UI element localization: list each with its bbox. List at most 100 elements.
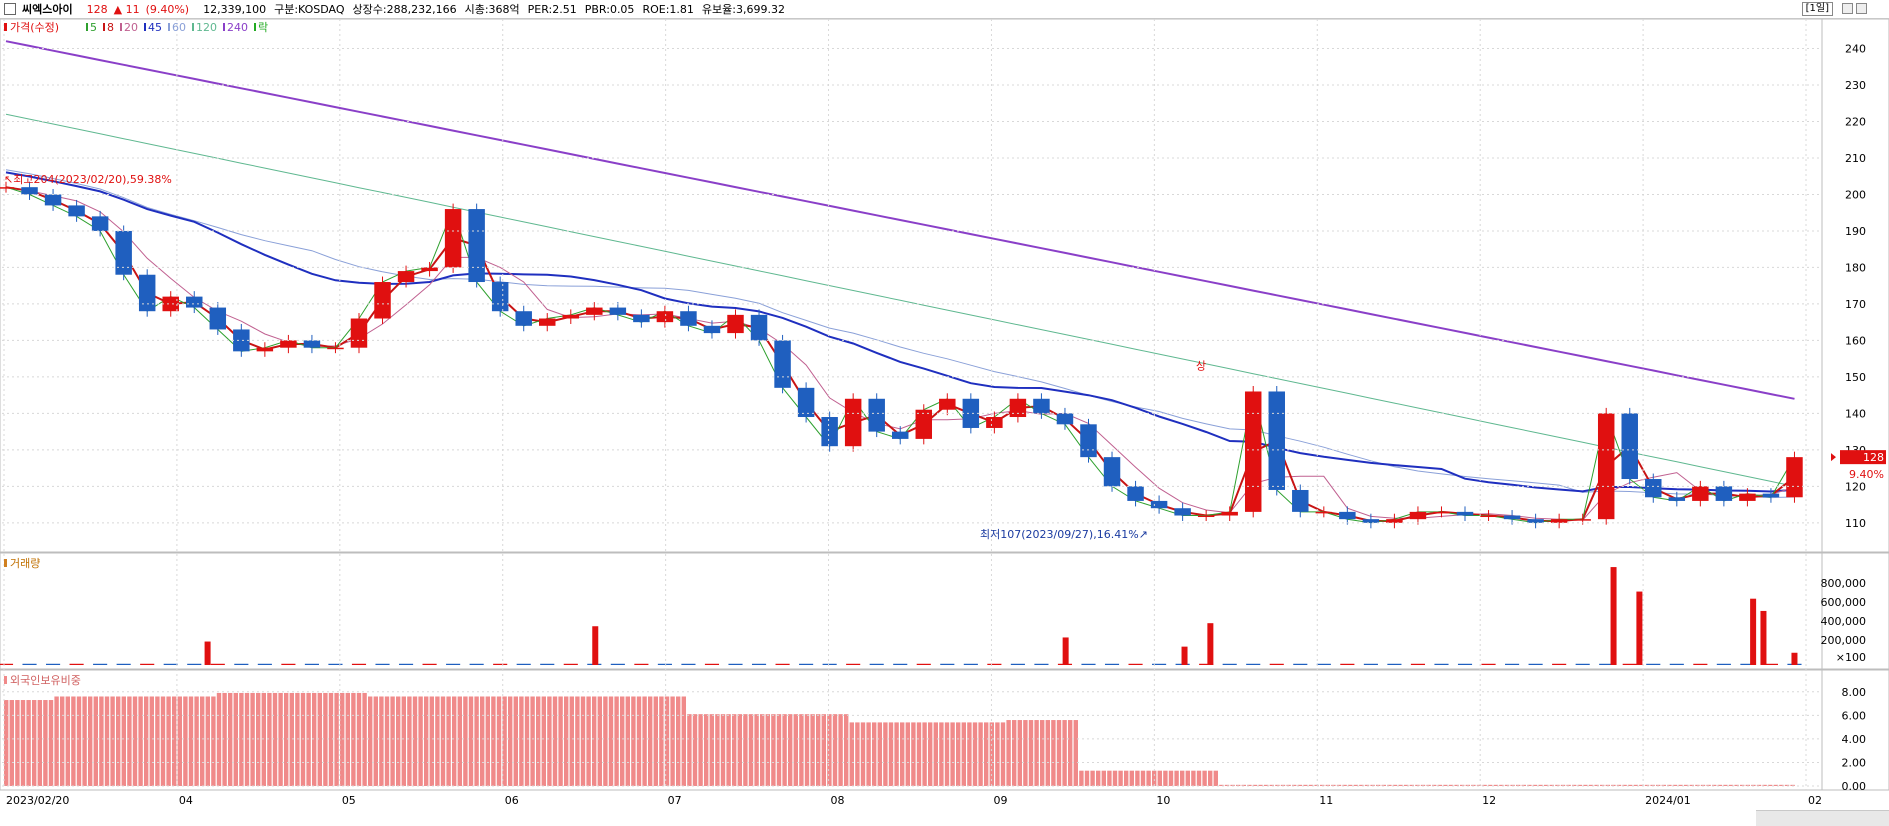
volume-spike-bar: [1791, 652, 1798, 665]
foreign-ratio-bar: [440, 696, 446, 786]
foreign-ratio-bar: [463, 696, 468, 786]
foreign-ratio-bar: [278, 692, 283, 786]
foreign-ratio-bar: [250, 692, 255, 786]
foreign-legend-label: 외국인보유비중: [10, 674, 81, 687]
foreign-ratio-bar: [928, 722, 933, 786]
candle-body: [1292, 489, 1309, 512]
foreign-ratio-bar: [564, 696, 569, 786]
foreign-tick-label: 0.00: [1842, 780, 1867, 793]
foreign-ratio-bar: [1180, 770, 1185, 786]
foreign-ratio-bar: [1516, 784, 1521, 786]
candle-body: [1574, 519, 1591, 521]
foreign-panel-axis: [1821, 669, 1889, 791]
foreign-ratio-bar: [155, 696, 160, 786]
foreign-ratio-bar: [1168, 770, 1174, 786]
foreign-ratio-bar: [1174, 770, 1179, 786]
foreign-ratio-bar: [603, 696, 608, 786]
foreign-ratio-bar: [334, 692, 339, 786]
candle-body: [0, 187, 15, 189]
foreign-ratio-bar: [1370, 784, 1375, 786]
last-price-badge: [1840, 450, 1886, 465]
candle-body: [1715, 486, 1733, 501]
foreign-ratio-bar: [709, 714, 714, 786]
maximize-icon[interactable]: [1856, 3, 1867, 14]
foreign-ratio-bar: [183, 696, 188, 786]
volume-spike-bar: [1760, 610, 1767, 665]
ma-legend-label: 120: [196, 21, 217, 34]
volume-bar: [799, 663, 814, 665]
stock-chart[interactable]: 2023/02/20 04 05 06 07 08 09 10 11 12 2024/01 02 110…: [0, 19, 1889, 826]
foreign-ratio-bar: [502, 696, 507, 786]
candle-body: [821, 417, 838, 447]
reserve-ratio: 유보율:3,699.32: [701, 3, 785, 16]
foreign-ratio-bar: [26, 700, 31, 786]
volume-bar: [422, 663, 437, 665]
volume-spike-bar: [1610, 567, 1617, 665]
volume-bar: [1622, 663, 1637, 665]
foreign-ratio-bar: [676, 696, 681, 786]
foreign-ratio-bar: [194, 696, 199, 786]
foreign-ratio-bar: [1079, 770, 1084, 786]
foreign-ratio-bar: [93, 696, 98, 786]
foreign-ratio-bar: [351, 692, 356, 786]
volume-bar: [469, 663, 484, 665]
foreign-ratio-bar: [1723, 784, 1728, 786]
candle-body: [280, 340, 297, 348]
foreign-ratio-bar: [15, 700, 20, 786]
foreign-ratio-bar: [1712, 784, 1717, 786]
ma-legend-swatch: [86, 23, 88, 31]
foreign-ratio-bar: [513, 696, 518, 786]
foreign-ratio-bar: [172, 696, 177, 786]
foreign-ratio-bar: [950, 722, 955, 786]
volume-bar: [987, 663, 1002, 665]
volume-bar: [281, 663, 296, 665]
volume-bar: [1387, 663, 1402, 665]
candle-body: [1056, 413, 1074, 425]
foreign-ratio-bar: [1566, 784, 1571, 786]
volume-bar: [681, 663, 696, 665]
candle-body: [939, 398, 956, 410]
candle-body: [539, 318, 556, 326]
stock-header: 씨엑스아이 128 ▲ 11 (9.40%) 12,339,100 구분:KOS…: [0, 0, 1889, 19]
foreign-ratio-bar: [1700, 784, 1706, 786]
foreign-ratio-bar: [1639, 784, 1644, 786]
foreign-ratio-bar: [1510, 784, 1515, 786]
volume-bar: [1481, 663, 1496, 665]
foreign-ratio-bar: [720, 714, 726, 786]
foreign-ratio-bar: [1247, 784, 1252, 786]
foreign-ratio-bar: [452, 696, 457, 786]
foreign-ratio-bar: [1471, 784, 1476, 786]
foreign-ratio-bar: [362, 692, 367, 786]
volume-bar: [1081, 663, 1096, 665]
volume-bar: [1316, 663, 1331, 665]
minimize-icon[interactable]: [1842, 3, 1853, 14]
foreign-ratio-bar: [860, 722, 866, 786]
volume-bar: [187, 663, 202, 665]
foreign-ratio-bar: [592, 696, 597, 786]
foreign-ratio-bar: [116, 696, 121, 786]
select-checkbox[interactable]: [4, 3, 16, 15]
candle-body: [633, 314, 650, 323]
foreign-ratio-bar: [1577, 784, 1582, 786]
foreign-ratio-bar: [575, 696, 580, 786]
volume-tick-label: 400,000: [1821, 615, 1867, 628]
foreign-legend-swatch: [4, 676, 7, 684]
foreign-ratio-bar: [620, 696, 625, 786]
candle-body: [1433, 511, 1450, 514]
foreign-ratio-bar: [1364, 784, 1370, 786]
foreign-ratio-bar: [138, 696, 143, 786]
foreign-ratio-bar: [457, 696, 462, 786]
chart-scrollbar[interactable]: [1756, 810, 1889, 826]
foreign-ratio-bar: [1006, 720, 1011, 786]
foreign-ratio-bar: [1241, 784, 1246, 786]
foreign-ratio-bar: [1644, 784, 1650, 786]
period-button[interactable]: [1일]: [1801, 2, 1833, 16]
candle-body: [350, 318, 368, 348]
candle-body: [1409, 511, 1427, 520]
foreign-ratio-bar: [412, 696, 418, 786]
candle-body: [374, 282, 391, 319]
candle-body: [1339, 511, 1356, 520]
foreign-ratio-bar: [1208, 770, 1213, 786]
candle-body: [797, 387, 815, 418]
last-change-label: 9.40%: [1849, 468, 1884, 481]
